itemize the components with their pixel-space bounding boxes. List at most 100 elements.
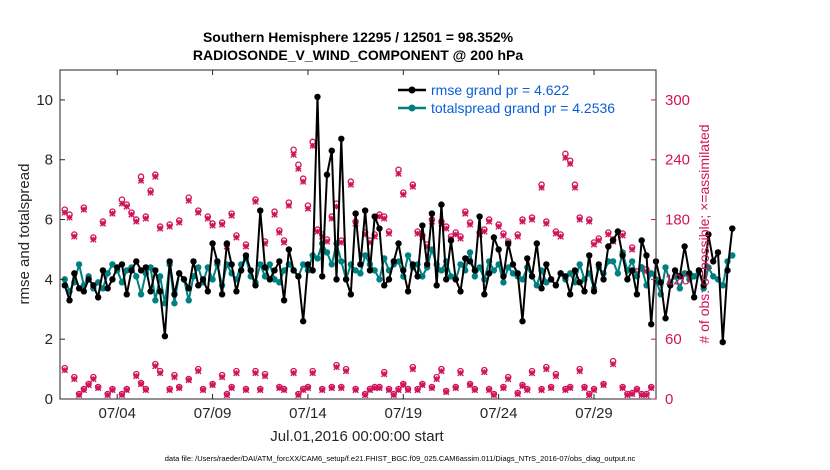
- rmse-point: [700, 282, 707, 289]
- obs-assimilated-marker: [218, 373, 226, 381]
- obs-assimilated-marker: [295, 165, 302, 172]
- obs-assimilated-marker: [304, 384, 312, 392]
- rmse-point: [628, 267, 636, 274]
- rmse-point: [609, 237, 617, 244]
- obs-assimilated-marker: [395, 170, 402, 177]
- obs-assimilated-marker: [85, 381, 92, 389]
- obs-assimilated-marker: [500, 384, 507, 392]
- obs-assimilated-marker: [309, 369, 316, 377]
- rmse-point: [171, 291, 178, 298]
- rmse-point: [123, 291, 130, 298]
- totalspread-point: [490, 267, 498, 274]
- obs-assimilated-marker: [142, 215, 150, 222]
- obs-assimilated-marker: [61, 209, 69, 216]
- totalspread-point: [118, 279, 126, 286]
- rmse-point: [547, 276, 555, 283]
- x-tick-label: 07/04: [98, 405, 136, 422]
- rmse-point: [166, 258, 173, 265]
- obs-assimilated-marker: [647, 384, 655, 392]
- totalspread-point: [447, 273, 455, 280]
- obs-assimilated-marker: [609, 360, 617, 368]
- obs-assimilated-marker: [261, 372, 269, 380]
- totalspread-point: [676, 285, 684, 292]
- obs-assimilated-marker: [328, 384, 336, 392]
- rmse-point: [176, 270, 183, 277]
- rmse-point: [319, 273, 326, 280]
- rmse-point: [199, 276, 207, 283]
- obs-assimilated-marker: [90, 236, 97, 243]
- rmse-point: [571, 267, 579, 274]
- obs-assimilated-marker: [233, 234, 240, 241]
- totalspread-point: [123, 267, 130, 274]
- rmse-point: [90, 282, 97, 289]
- obs-assimilated-marker: [628, 246, 636, 253]
- obs-assimilated-marker: [380, 215, 388, 222]
- obs-assimilated-marker: [395, 386, 402, 394]
- totalspread-point: [690, 273, 698, 280]
- rmse-point: [361, 207, 369, 214]
- rmse-point: [710, 258, 717, 265]
- legend: rmse grand pr = 4.622 totalspread grand …: [398, 82, 615, 116]
- y-tick-label-left: 10: [36, 92, 53, 109]
- obs-assimilated-marker: [104, 391, 111, 399]
- obs-assimilated-marker: [137, 177, 145, 184]
- obs-assimilated-marker: [94, 384, 102, 392]
- totalspread-point: [438, 267, 445, 274]
- rmse-point: [729, 225, 736, 232]
- rmse-point: [376, 225, 383, 232]
- obs-count-markers: [61, 138, 655, 399]
- obs-assimilated-marker: [543, 365, 550, 373]
- obs-assimilated-marker: [147, 189, 154, 196]
- rmse-point: [671, 267, 679, 274]
- rmse-point: [724, 267, 731, 274]
- obs-assimilated-marker: [304, 205, 312, 212]
- rmse-point: [714, 249, 722, 256]
- rmse-point: [552, 282, 560, 289]
- obs-assimilated-marker: [218, 221, 226, 228]
- rmse-point: [690, 294, 698, 301]
- totalspread-point: [328, 261, 335, 268]
- rmse-point: [681, 243, 688, 250]
- obs-assimilated-marker: [390, 391, 398, 399]
- totalspread-point: [404, 252, 412, 259]
- obs-assimilated-marker: [400, 191, 407, 198]
- rmse-point: [409, 261, 417, 268]
- rmse-point: [462, 255, 469, 262]
- totalspread-point: [376, 276, 383, 283]
- rmse-point: [152, 267, 159, 274]
- rmse-point: [352, 210, 359, 217]
- obs-assimilated-marker: [538, 184, 545, 191]
- totalspread-point: [147, 264, 154, 271]
- rmse-point: [528, 273, 536, 280]
- obs-assimilated-marker: [185, 376, 192, 384]
- rmse-point: [237, 267, 245, 274]
- rmse-point: [466, 258, 474, 265]
- totalspread-point: [476, 264, 483, 271]
- legend-spread-label: totalspread grand pr = 4.2536: [431, 100, 615, 116]
- obs-assimilated-marker: [233, 369, 240, 377]
- rmse-point: [204, 288, 212, 295]
- rmse-point: [676, 273, 684, 280]
- totalspread-point: [681, 270, 688, 277]
- obs-assimilated-marker: [638, 391, 645, 399]
- obs-assimilated-marker: [442, 388, 450, 396]
- rmse-point: [624, 276, 631, 283]
- obs-assimilated-marker: [133, 372, 140, 380]
- obs-assimilated-marker: [166, 223, 173, 230]
- obs-assimilated-marker: [485, 218, 493, 225]
- obs-assimilated-marker: [404, 386, 412, 394]
- totalspread-point: [299, 261, 307, 268]
- y-axis-right-label: # of obs: o=possible; ×=assimilated: [696, 124, 712, 343]
- rmse-point: [94, 294, 102, 301]
- obs-assimilated-marker: [585, 218, 593, 225]
- totalspread-point: [662, 264, 669, 271]
- rmse-point: [490, 234, 498, 241]
- obs-assimilated-marker: [528, 369, 536, 377]
- rmse-point: [71, 270, 78, 277]
- totalspread-point: [729, 252, 736, 259]
- obs-assimilated-marker: [352, 386, 359, 394]
- rmse-point: [514, 270, 521, 277]
- y-tick-label-right: 60: [665, 331, 682, 348]
- chart-title-line1: Southern Hemisphere 12295 / 12501 = 98.3…: [203, 29, 514, 45]
- axes: 07/04 07/09 07/14 07/19 07/24 07/29 0 2 4 6 8 10 0 60…: [36, 70, 690, 422]
